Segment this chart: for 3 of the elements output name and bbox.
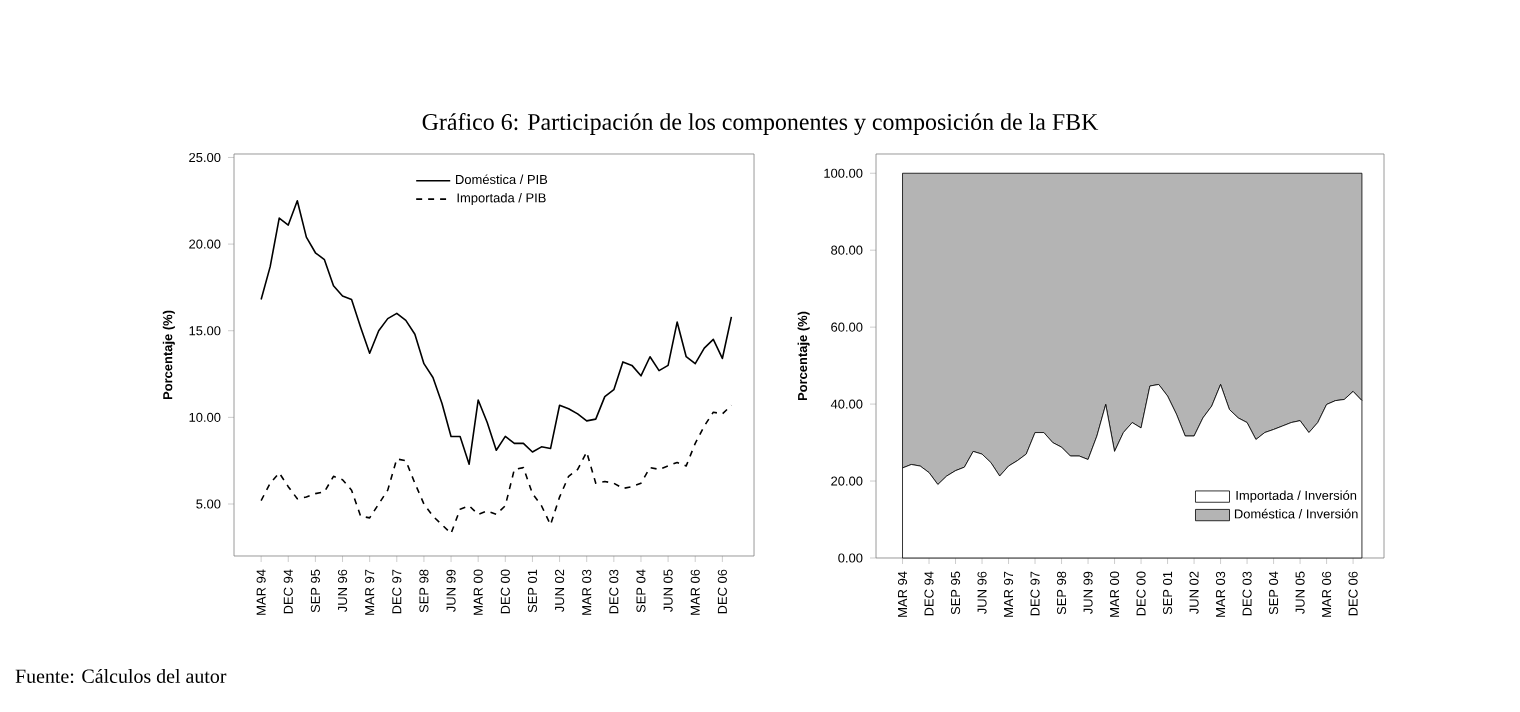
line-series [260, 404, 733, 535]
source-note: Fuente: Cálculos del autor [15, 668, 227, 684]
chart-title: Gráfico 6: Participación de los componentes y composición de la FBK [422, 112, 1099, 135]
